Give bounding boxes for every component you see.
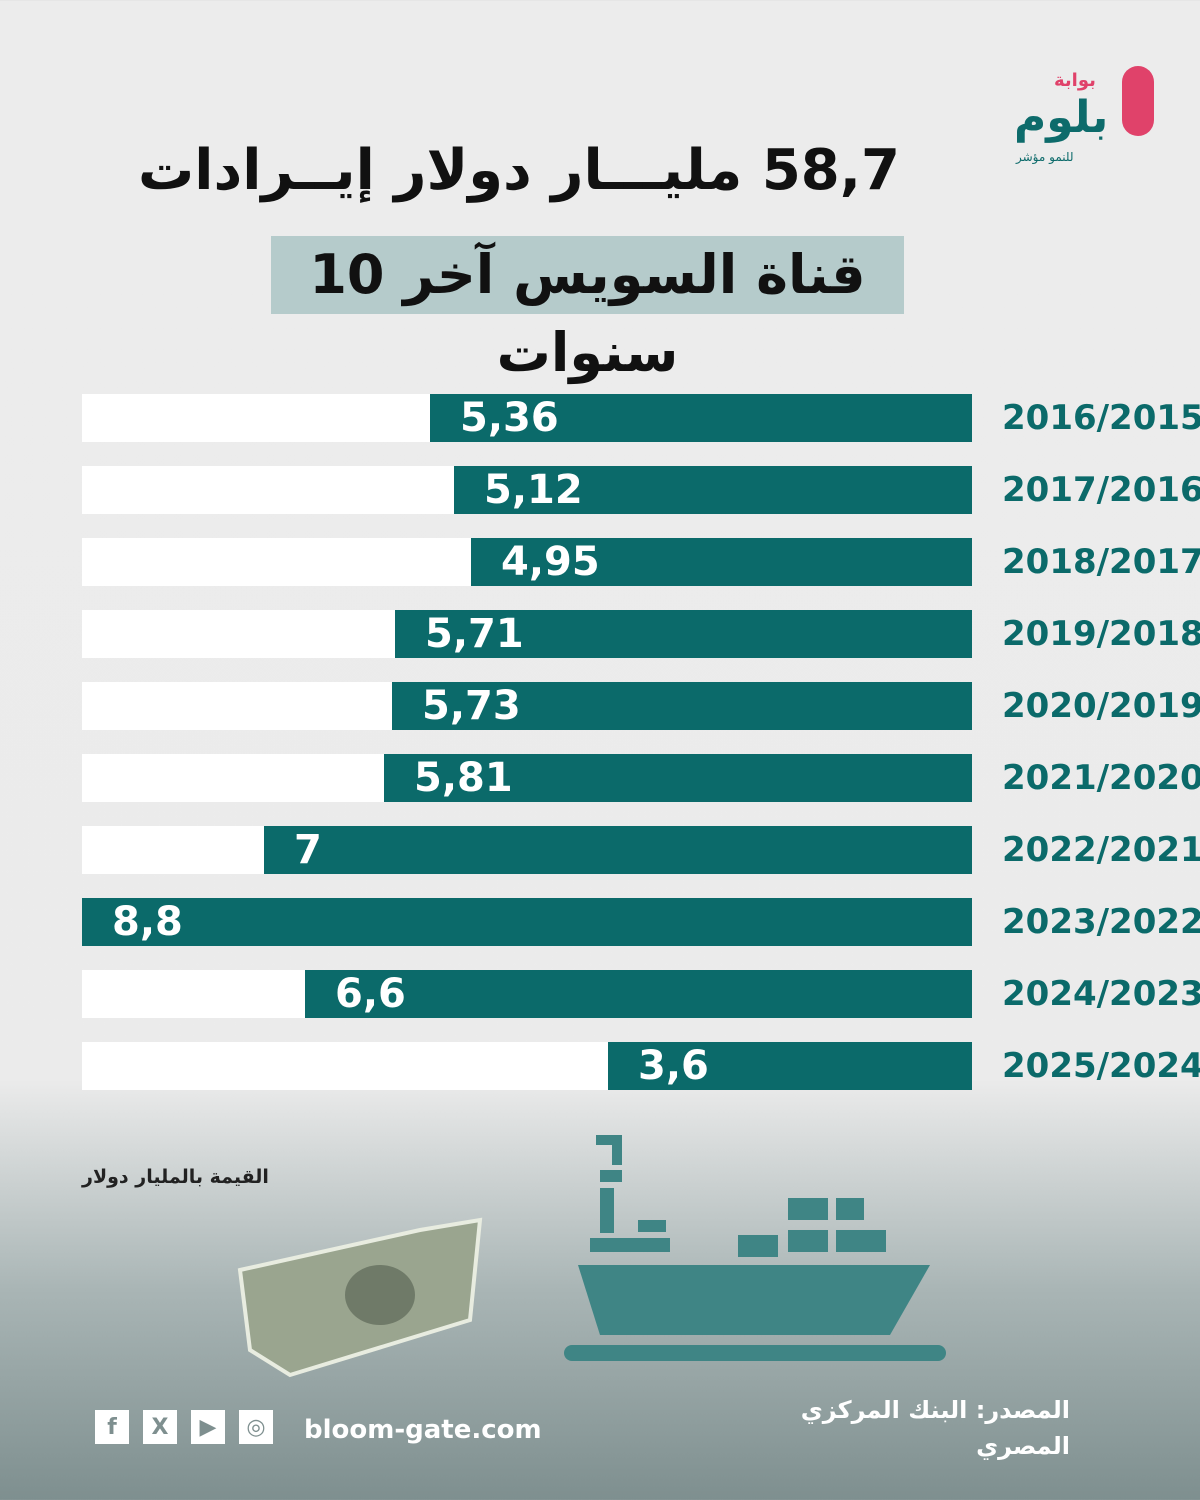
data-label: 5,12 bbox=[484, 467, 583, 513]
category-label: 2024/2023 bbox=[1002, 974, 1200, 1014]
unit-label: القيمة بالمليار دولار bbox=[82, 1166, 269, 1188]
bar: 8,8 bbox=[82, 898, 972, 946]
category-label: 2025/2024 bbox=[1002, 1046, 1200, 1086]
bar: 5,81 bbox=[384, 754, 972, 802]
data-label: 5,71 bbox=[425, 611, 524, 657]
category-label: 2021/2020 bbox=[1002, 758, 1200, 798]
bar-row: 5,36 2016/2015 bbox=[82, 394, 1200, 442]
bar: 6,6 bbox=[305, 970, 972, 1018]
bar-row: 5,81 2021/2020 bbox=[82, 754, 1200, 802]
facebook-icon[interactable]: f bbox=[95, 1410, 129, 1444]
category-label: 2017/2016 bbox=[1002, 470, 1200, 510]
data-label: 3,6 bbox=[638, 1043, 709, 1089]
category-label: 2020/2019 bbox=[1002, 686, 1200, 726]
bar-row: 5,12 2017/2016 bbox=[82, 466, 1200, 514]
dollar-bill-icon bbox=[237, 1217, 483, 1378]
logo: بوابة بلوم للنمو مؤشر bbox=[1000, 62, 1170, 182]
category-label: 2016/2015 bbox=[1002, 398, 1200, 438]
data-label: 5,36 bbox=[460, 395, 559, 441]
bar: 4,95 bbox=[471, 538, 972, 586]
bar-row: 6,6 2024/2023 bbox=[82, 970, 1200, 1018]
website-link[interactable]: bloom-gate.com bbox=[304, 1415, 542, 1445]
category-label: 2018/2017 bbox=[1002, 542, 1200, 582]
data-label: 4,95 bbox=[501, 539, 600, 585]
social-links: f X ▶ ◎ bbox=[95, 1410, 273, 1444]
category-label: 2023/2022 bbox=[1002, 902, 1200, 942]
data-label: 5,81 bbox=[414, 755, 513, 801]
container-ship-icon bbox=[564, 1135, 946, 1361]
microphone-icon bbox=[1122, 66, 1154, 136]
bar: 5,73 bbox=[392, 682, 972, 730]
bar-row: 5,71 2019/2018 bbox=[82, 610, 1200, 658]
bar-row: 3,6 2025/2024 bbox=[82, 1042, 1200, 1090]
bar-row: 8,8 2023/2022 bbox=[82, 898, 1200, 946]
category-label: 2019/2018 bbox=[1002, 614, 1200, 654]
logo-sub: بوابة bbox=[1054, 70, 1096, 91]
data-label: 6,6 bbox=[335, 971, 406, 1017]
data-label: 5,73 bbox=[422, 683, 521, 729]
bar: 5,12 bbox=[454, 466, 972, 514]
bar-row: 5,73 2020/2019 bbox=[82, 682, 1200, 730]
bar: 5,71 bbox=[395, 610, 972, 658]
data-label: 7 bbox=[294, 827, 322, 873]
bar: 3,6 bbox=[608, 1042, 972, 1090]
instagram-icon[interactable]: ◎ bbox=[239, 1410, 273, 1444]
bar: 7 bbox=[264, 826, 972, 874]
logo-main: بلوم bbox=[1014, 92, 1109, 143]
logo-tagline: للنمو مؤشر bbox=[1016, 150, 1074, 164]
data-label: 8,8 bbox=[112, 899, 183, 945]
title-line-2: قناة السويس آخر 10 سنوات bbox=[271, 236, 904, 384]
bar: 5,36 bbox=[430, 394, 972, 442]
bar-row: 7 2022/2021 bbox=[82, 826, 1200, 874]
category-label: 2022/2021 bbox=[1002, 830, 1200, 870]
source-text: المصدر: البنك المركزي المصري bbox=[800, 1396, 1070, 1460]
x-icon[interactable]: X bbox=[143, 1410, 177, 1444]
youtube-icon[interactable]: ▶ bbox=[191, 1410, 225, 1444]
title-line-1: 58,7 مليـــار دولار إيــرادات bbox=[138, 138, 900, 203]
bar-row: 4,95 2018/2017 bbox=[82, 538, 1200, 586]
